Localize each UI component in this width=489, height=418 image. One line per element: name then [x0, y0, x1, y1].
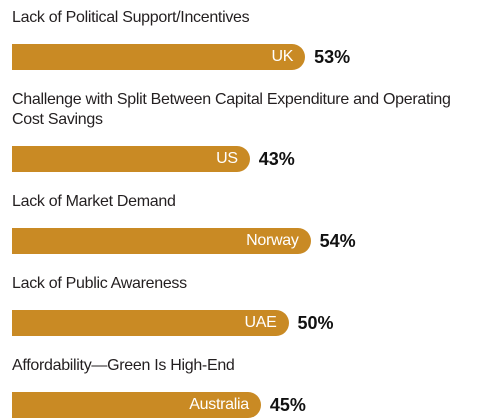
bar: Australia: [12, 392, 261, 418]
bar-label: Australia: [189, 396, 249, 413]
bar-label: Norway: [246, 232, 299, 249]
value-label: 45%: [269, 394, 306, 415]
row: Lack of Public Awareness UAE 50%: [12, 274, 489, 336]
bar: US: [12, 146, 250, 172]
category-label: Challenge with Split Between Capital Exp…: [12, 91, 451, 128]
bar: UK: [12, 44, 306, 70]
bar-label: US: [216, 150, 238, 167]
value-label: 43%: [258, 148, 295, 169]
row: Lack of Political Support/Incentives UK 53…: [12, 8, 489, 70]
row: Affordability—Green Is High-End Australia…: [12, 356, 489, 418]
row: Challenge with Split Between Capital Exp…: [12, 90, 489, 172]
category-label: Affordability—Green Is High-End: [12, 357, 235, 374]
value-label: 54%: [319, 230, 356, 251]
bar-row: UK 53%: [12, 44, 489, 70]
category-label: Lack of Political Support/Incentives: [12, 9, 250, 26]
bar-row: Australia 45%: [12, 392, 489, 418]
bar-row: UAE 50%: [12, 310, 489, 336]
bar-label: UK: [271, 48, 294, 65]
bar-label: UAE: [244, 314, 277, 331]
value-label: 50%: [297, 312, 334, 333]
bar: UAE: [12, 310, 289, 336]
category-label: Lack of Public Awareness: [12, 275, 187, 292]
bar-row: Norway 54%: [12, 228, 489, 254]
row: Lack of Market Demand Norway 54%: [12, 192, 489, 254]
value-label: 53%: [314, 46, 351, 67]
bar-row: US 43%: [12, 146, 489, 172]
bar: Norway: [12, 228, 311, 254]
category-label: Lack of Market Demand: [12, 193, 176, 210]
